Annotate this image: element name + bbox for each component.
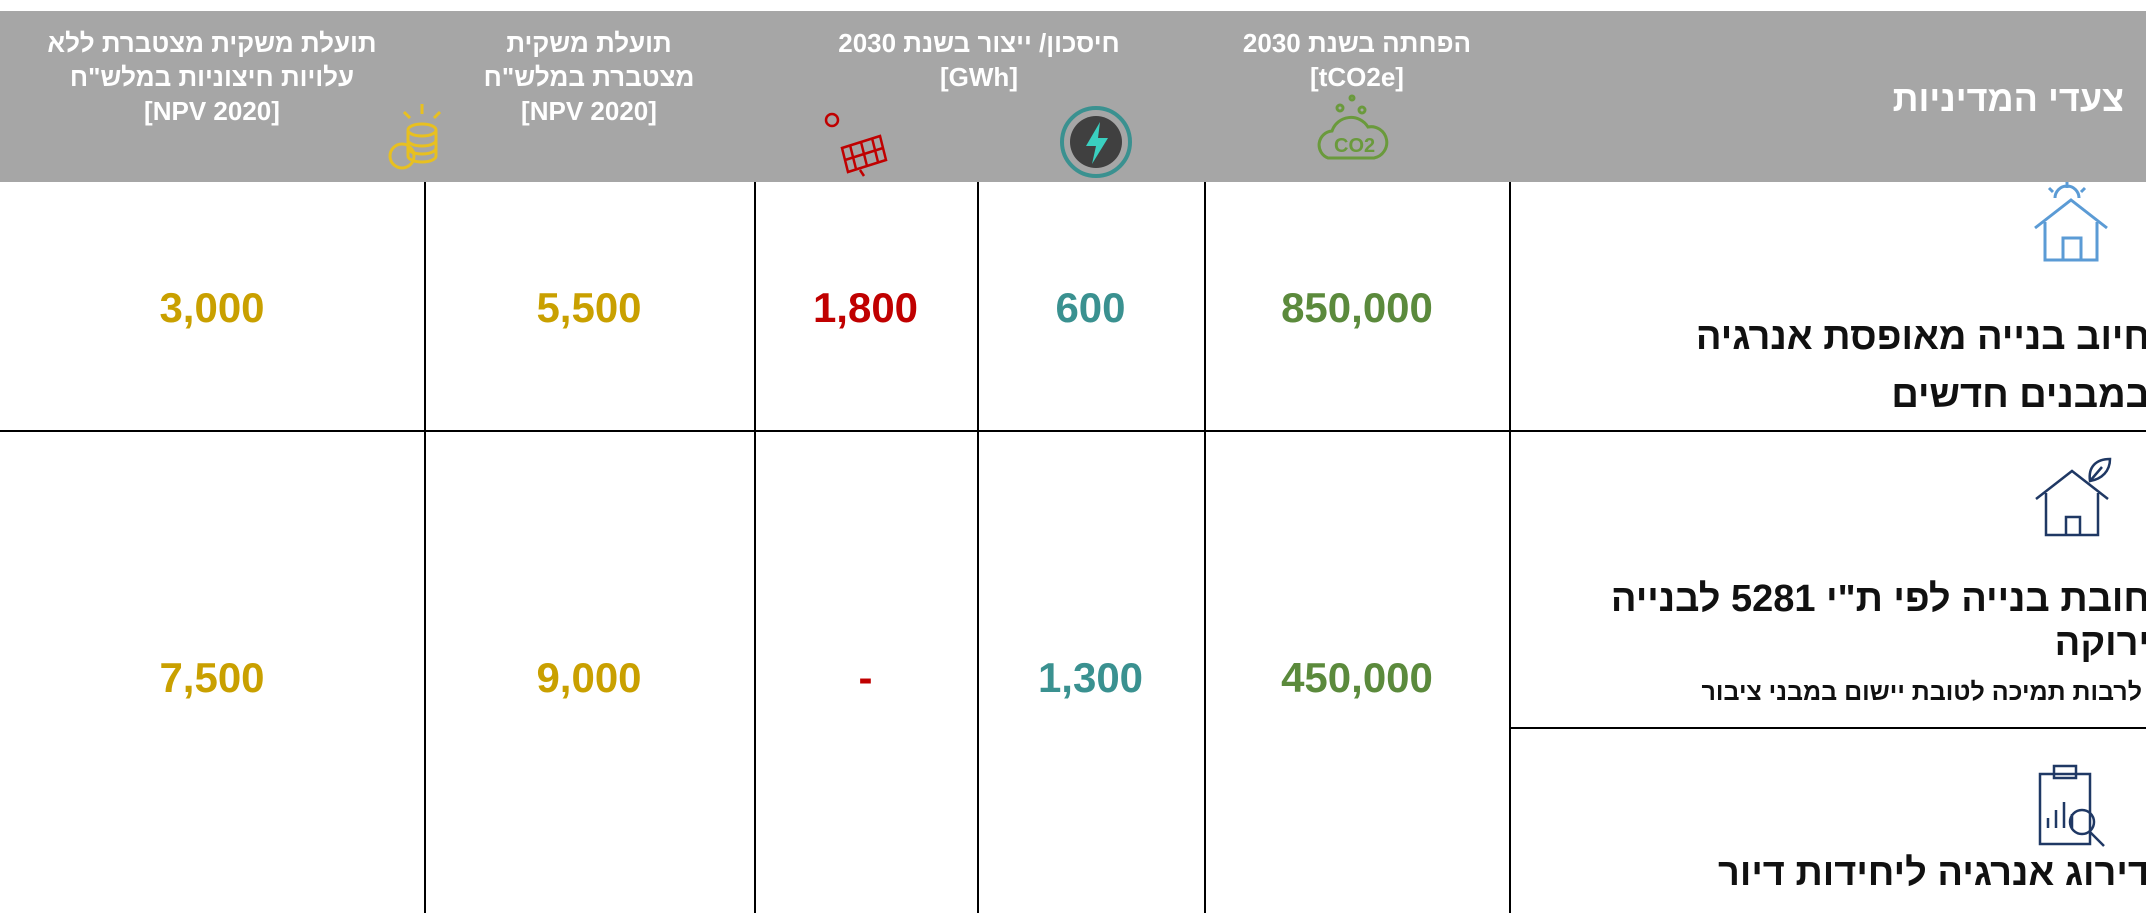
grid-line: [977, 182, 979, 913]
cell-value: 850,000: [1281, 284, 1433, 331]
grid-line: [1204, 182, 1206, 913]
green-house-icon: [2035, 457, 2112, 537]
grid-line: [754, 182, 756, 913]
house-sun-icon: [2034, 182, 2108, 262]
grid-line: [1509, 182, 1511, 913]
cell-value: 1,300: [1037, 654, 1144, 701]
svg-text:CO2: CO2: [1334, 135, 1375, 157]
cell-value: 450,000: [1281, 654, 1433, 701]
policy-note: לרבות תמיכה לטובת יישום במבני ציבור: [1701, 678, 2143, 706]
grid-line: [1509, 727, 2146, 729]
cell-value: 7,500: [159, 654, 265, 701]
policy-title: במבנים חדשים: [1891, 374, 2146, 416]
cell-value: 5,500: [536, 284, 642, 331]
column-header: עלויות חיצוניות במלש"ח: [69, 62, 355, 92]
cell-value: 3,000: [159, 284, 265, 331]
energy-icon: [1060, 106, 1132, 178]
cell-value: 600: [1055, 284, 1126, 331]
cell-value: 9,000: [536, 654, 642, 701]
policy-title: דירוג אנרגיה ליחידות דיור: [1717, 852, 2146, 894]
column-header: [2020 NPV]: [521, 96, 657, 126]
column-header: תועלת משקית מצטברת ללא: [47, 28, 377, 58]
report-icon: [2038, 764, 2105, 847]
column-header: הפחתה בשנת 2030: [1242, 28, 1472, 58]
column-header: [tCO2e]: [1310, 62, 1404, 92]
column-header: [2020 NPV]: [144, 96, 280, 126]
column-header: [GWh]: [940, 62, 1018, 92]
policy-header: צעדי המדיניות: [1892, 78, 2124, 119]
grid-line: [424, 182, 426, 913]
policy-title: חיוב בנייה מאופסת אנרגיה: [1695, 316, 2146, 358]
coins-icon: [388, 104, 442, 170]
cell-value: 1,800: [812, 284, 919, 331]
column-header: חיסכון/ ייצור בשנת 2030: [838, 28, 1120, 58]
column-header: מצטברת במלש"ח: [483, 62, 695, 92]
column-header: תועלת משקית: [506, 28, 672, 58]
cell-value: -: [858, 654, 873, 701]
grid-line: [0, 430, 2146, 432]
solar-icon: [824, 112, 888, 177]
policy-title: חובת בנייה לפי ת"י 5281 לבנייה: [1610, 578, 2146, 620]
co2-icon: CO2: [1317, 94, 1389, 160]
policy-title: ירוקה: [2054, 622, 2146, 664]
